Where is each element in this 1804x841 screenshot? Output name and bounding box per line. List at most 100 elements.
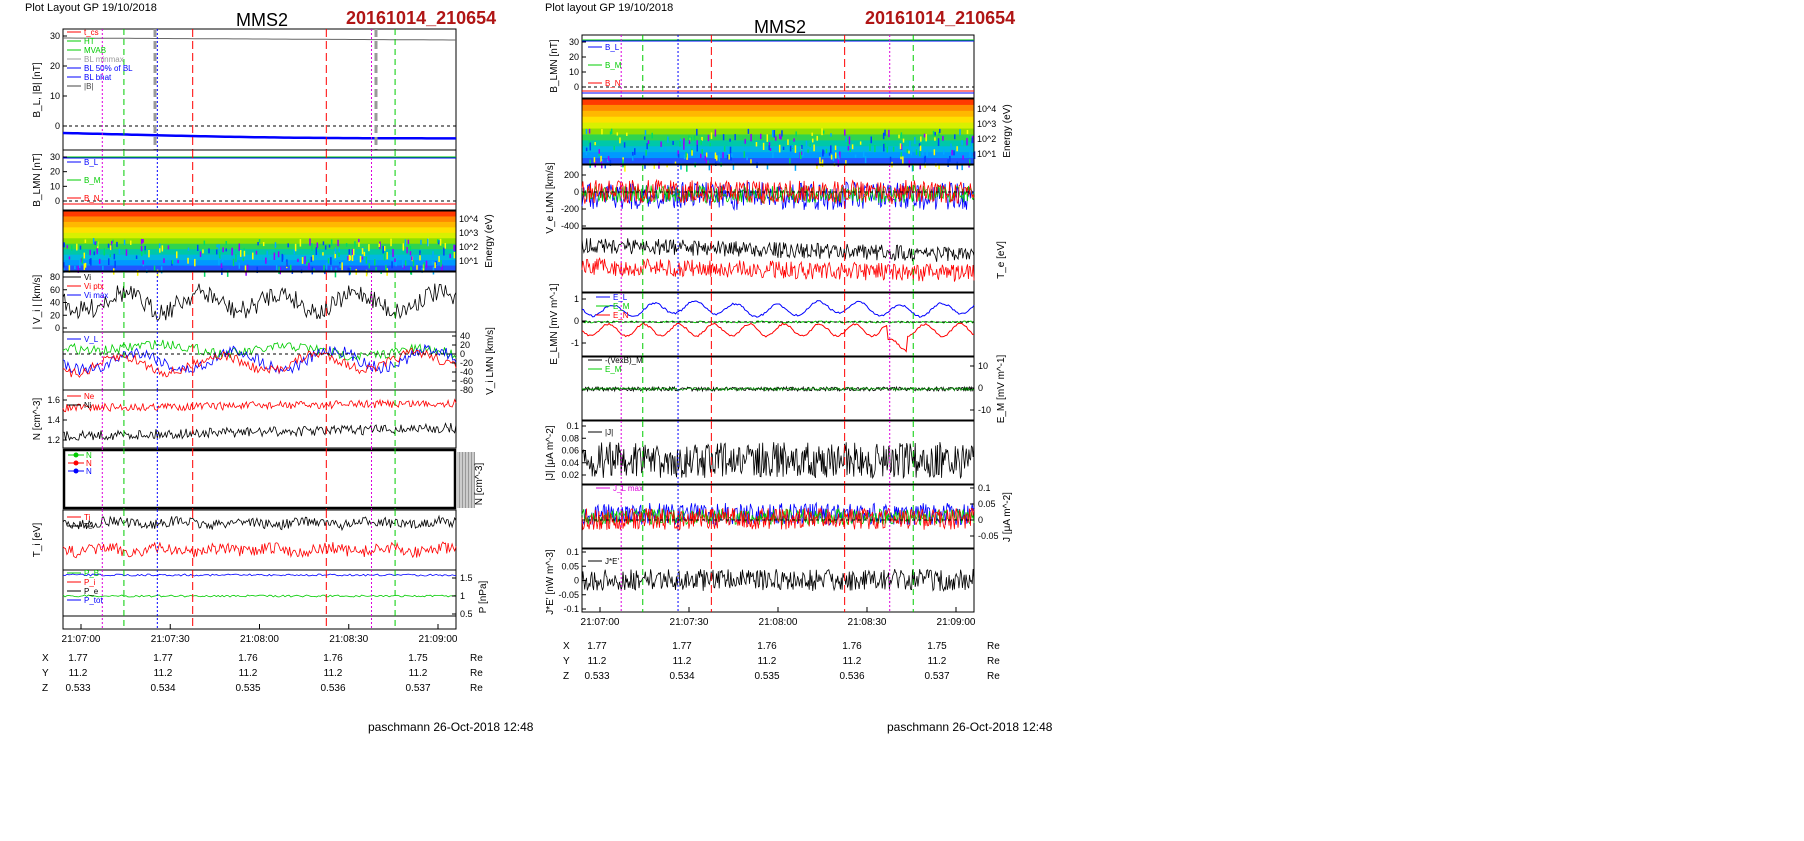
right-electron-spectrogram-band — [582, 116, 974, 124]
left-ion-spectrogram-speck — [218, 244, 220, 251]
right-electron-spectrogram-speck — [729, 138, 731, 142]
right-p5-legend-label-1: E_M — [605, 365, 622, 374]
left-ion-spectrogram-speck — [397, 255, 400, 259]
left-ion-spectrogram-speck — [297, 258, 299, 262]
right-electron-spectrogram-speck — [731, 153, 733, 158]
left-ion-spectrogram-speck — [109, 245, 112, 251]
right-electron-spectrogram-speck — [830, 145, 832, 154]
right-electron-spectrogram-speck — [794, 145, 797, 153]
right-electron-spectrogram-speck — [677, 150, 679, 157]
left-ion-spectrogram-speck — [283, 254, 286, 262]
left-ion-spectrogram-speck — [304, 256, 306, 264]
right-electron-spectrogram-speck — [696, 144, 699, 152]
right-electron-spectrogram-speck — [598, 152, 600, 157]
right-p4-legend-label-2: E_N — [613, 311, 629, 320]
right-p7-ylabel: J [μA m^-2] — [1002, 492, 1013, 542]
left-ion-spectrogram-speck — [167, 245, 170, 250]
left-p7-legend-label-1: Te — [84, 522, 93, 531]
left-ion-spectrogram-speck — [103, 248, 106, 256]
left-ion-spectrogram-speck — [225, 241, 227, 246]
left-ion-spectrogram-speck — [434, 262, 436, 269]
right-electron-spectrogram-speck — [845, 160, 847, 166]
right-event-title: 20161014_210654 — [865, 8, 1016, 28]
left-spec-ticklabel-0: 10^4 — [459, 214, 478, 224]
right-electron-spectrogram-speck — [874, 145, 876, 153]
left-pos-unit-2: Re — [470, 683, 483, 694]
left-time-label-4: 21:09:00 — [419, 634, 458, 645]
right-electron-spectrogram-speck — [589, 142, 592, 151]
left-ion-spectrogram-speck — [334, 247, 337, 254]
left-ion-spectrogram-speck — [404, 260, 407, 266]
right-te-par-line — [581, 238, 975, 262]
right-spec-ticklabel-3: 10^1 — [977, 149, 996, 159]
left-ion-spectrogram-speck — [199, 251, 202, 257]
left-ion-spectrogram-speck — [196, 244, 199, 251]
left-p5-ticklabel-1: 1.4 — [47, 415, 60, 425]
left-ion-spectrogram-speck — [431, 260, 434, 265]
left-p1-legend-label-0: B_L — [84, 158, 99, 167]
right-electron-spectrogram-speck — [822, 150, 825, 155]
left-panel-blmn-frame — [62, 149, 457, 211]
left-ion-spectrogram-band — [63, 260, 456, 267]
right-electron-spectrogram-band — [582, 110, 974, 118]
right-electron-spectrogram-speck — [780, 136, 782, 140]
left-ion-spectrogram-speck — [436, 239, 439, 243]
right-electron-spectrogram-speck — [619, 137, 621, 144]
left-ion-spectrogram-speck — [407, 241, 410, 247]
right-p7-ticklabel-1: 0.05 — [978, 499, 996, 509]
right-p5-ylabel: E_M [mV m^-1] — [996, 354, 1007, 423]
right-electron-spectrogram-speck — [844, 129, 846, 136]
left-ion-spectrogram-speck — [425, 260, 428, 267]
left-ion-spectrogram-speck — [416, 265, 418, 270]
left-ion-spectrogram-speck — [299, 239, 302, 247]
left-ion-spectrogram-speck — [337, 239, 339, 247]
right-electron-spectrogram-speck — [723, 146, 726, 152]
left-ion-spectrogram-speck — [187, 257, 189, 264]
right-electron-spectrogram-speck — [714, 152, 717, 159]
left-p4-ylabel: V_i LMN [km/s] — [485, 327, 496, 395]
left-ion-spectrogram-speck — [102, 265, 104, 271]
left-ion-spectrogram-speck — [232, 258, 235, 267]
right-electron-spectrogram-speck — [906, 148, 909, 154]
left-panel-n-frame — [62, 389, 457, 449]
right-electron-spectrogram-speck — [718, 154, 721, 162]
left-ion-spectrogram-speck — [348, 254, 351, 262]
left-pos-value-1-3: 11.2 — [324, 668, 343, 679]
right-electron-spectrogram-speck — [802, 150, 804, 157]
left-ion-spectrogram-speck — [386, 252, 388, 260]
right-electron-spectrogram-speck — [932, 130, 935, 137]
right-pos-rowlabel-2: Z — [563, 671, 569, 682]
right-electron-spectrogram-speck — [600, 155, 602, 163]
left-p3-ticklabel-2: 40 — [50, 298, 60, 308]
right-electron-spectrogram-speck — [651, 132, 653, 139]
right-electron-spectrogram-speck — [622, 159, 624, 168]
left-ion-spectrogram-speck — [435, 261, 437, 265]
left-pos-value-0-1: 1.77 — [153, 653, 173, 664]
right-electron-spectrogram-speck — [939, 128, 941, 133]
right-electron-spectrogram-speck — [722, 152, 724, 159]
right-electron-spectrogram-band — [582, 99, 974, 106]
left-ion-spectrogram-speck — [392, 249, 394, 258]
right-p8-ticklabel-0: 0.1 — [566, 547, 579, 557]
right-electron-spectrogram-speck — [708, 163, 711, 171]
right-pos-value-2-4: 0.537 — [924, 671, 949, 682]
right-panel-te-frame — [581, 228, 975, 293]
left-p4-ticklabel-1: 20 — [460, 340, 470, 350]
right-pos-value-1-3: 11.2 — [843, 656, 862, 667]
left-ion-spectrogram-speck — [96, 241, 99, 249]
right-time-label-1: 21:07:30 — [670, 617, 709, 628]
right-electron-spectrogram-speck — [686, 163, 688, 172]
right-electron-spectrogram-speck — [622, 157, 624, 162]
left-vn-line — [62, 347, 457, 378]
right-panel-jlmn-frame — [581, 484, 975, 549]
left-ion-spectrogram-band — [63, 249, 456, 256]
left-ion-spectrogram-speck — [238, 262, 241, 269]
right-pos-value-0-4: 1.75 — [927, 641, 947, 652]
left-ion-spectrogram-speck — [287, 243, 289, 248]
right-electron-spectrogram-speck — [825, 148, 828, 154]
left-p5-ticklabel-0: 1.6 — [47, 395, 60, 405]
right-electron-spectrogram-speck — [828, 152, 831, 156]
left-p8-ylabel: P [nPa] — [478, 580, 489, 613]
right-electron-spectrogram-speck — [609, 159, 612, 166]
left-ion-spectrogram-speck — [423, 262, 425, 269]
